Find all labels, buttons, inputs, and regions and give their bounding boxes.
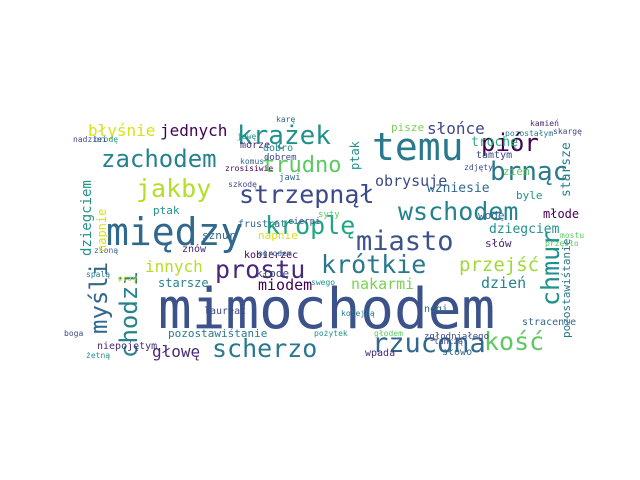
word-temu: temu bbox=[372, 125, 464, 169]
word-jawe: kolejną bbox=[341, 309, 375, 318]
word-brnac: brnąc bbox=[490, 157, 569, 187]
word-cierpi: morze bbox=[240, 140, 271, 151]
word-zdjety: zgłodniałego bbox=[424, 332, 490, 342]
word-byle: napnie bbox=[258, 229, 298, 242]
word-kiedy: przęsło bbox=[545, 239, 579, 248]
word-pozostalym: wpada bbox=[365, 348, 396, 359]
word-dzien: dzień bbox=[481, 274, 527, 292]
word-morze: nogi bbox=[424, 304, 449, 315]
word-ogrodem: brodę bbox=[94, 135, 119, 144]
word-krazek: krążek bbox=[237, 121, 331, 151]
word-dobrem: ziem bbox=[503, 165, 530, 178]
word-kosc: kość bbox=[484, 327, 545, 356]
word-pior: piór bbox=[481, 129, 539, 157]
word-trudno: trudno bbox=[262, 153, 342, 178]
word-znow: ptak bbox=[153, 204, 180, 217]
word-wancza: boga bbox=[64, 329, 84, 338]
word-kare: skargę bbox=[553, 127, 582, 136]
word-krotkie: krótkie bbox=[321, 250, 427, 279]
word-rzucona: rzucona bbox=[372, 328, 486, 359]
word-slonce: słońce bbox=[427, 119, 485, 138]
word-przeslo: karę bbox=[276, 115, 296, 124]
word-jednych: jednych bbox=[160, 121, 228, 140]
word-wpada: laureat bbox=[204, 306, 247, 317]
word-komus: pozostałym bbox=[505, 129, 554, 138]
word-niepojetym: dobro bbox=[263, 143, 294, 154]
word-miasto: miasto bbox=[356, 226, 454, 257]
word-miodem: miodem bbox=[258, 276, 313, 294]
word-dobro: byle bbox=[516, 189, 543, 202]
word-klode: młode bbox=[543, 207, 580, 221]
word-vertical-3: ptak bbox=[348, 141, 362, 170]
word-tamtym: pozostawiśtanie bbox=[168, 327, 268, 340]
word-stracenie: dobrem bbox=[264, 153, 297, 163]
word-mlode: trochę bbox=[471, 135, 518, 150]
word-slawa: przy bbox=[118, 274, 138, 283]
word-innych: innych bbox=[145, 257, 203, 276]
word-syty: pisze bbox=[391, 121, 425, 134]
word-scherzo: scherzo bbox=[212, 334, 318, 363]
word-zglodnialego: jawi bbox=[279, 173, 301, 183]
word-brode: tańczą bbox=[434, 337, 463, 346]
word-vertical-0: dziegciem bbox=[79, 180, 95, 256]
word-vertical-1: starsze bbox=[559, 142, 574, 197]
word-nadziei: pożytek bbox=[314, 329, 348, 338]
word-mostu: ogrodem bbox=[258, 249, 292, 258]
word-boga: komus bbox=[240, 157, 265, 166]
word-kim: mostu bbox=[560, 231, 585, 240]
word-pozytek: cierpi bbox=[288, 217, 321, 227]
word-kamien: stracenie bbox=[522, 317, 577, 328]
word-swego: nadziei bbox=[73, 135, 107, 144]
word-jawi: tamtym bbox=[476, 150, 513, 161]
word-zarem: spalą bbox=[86, 270, 111, 279]
word-slowo: frustrat bbox=[238, 219, 287, 230]
word-spala: zrosisiwie bbox=[225, 164, 274, 173]
word-mimochodem: mimochodem bbox=[158, 277, 496, 342]
word-jadu: zioną bbox=[94, 246, 119, 255]
word-krople: kroplę bbox=[265, 211, 356, 240]
word-vertical-4: pozostawiśtanie bbox=[560, 238, 573, 338]
word-strzepnal: strzepnął bbox=[239, 180, 375, 209]
word-kycz: żetną bbox=[86, 351, 111, 360]
word-wzniesie: wzniesie bbox=[427, 181, 490, 196]
word-szkode: zdjęty bbox=[464, 163, 493, 172]
word-przy: głodem bbox=[374, 329, 403, 338]
word-przejsc: przejść bbox=[459, 254, 540, 276]
word-blysnie: błyśnie bbox=[88, 121, 156, 140]
word-ziona: swego bbox=[311, 278, 336, 287]
word-laureat: wodę bbox=[478, 209, 505, 222]
word-nakarmi: nakarmi bbox=[351, 275, 415, 293]
word-prostu: prostu bbox=[215, 255, 306, 284]
word-zrosisiwie: kamień bbox=[530, 119, 559, 128]
word-glowe: głowę bbox=[152, 342, 201, 361]
word-nogi: sznur bbox=[202, 229, 236, 242]
word-vertical-2: napnie bbox=[95, 208, 109, 252]
word-slow: kobierzec bbox=[244, 250, 299, 261]
word-miedzy: między bbox=[106, 210, 244, 254]
word-skarge: słowo bbox=[442, 347, 473, 358]
word-glodem: jawę bbox=[237, 132, 257, 141]
word-jakby: jakby bbox=[136, 174, 212, 203]
word-wschodem: wschodem bbox=[398, 197, 519, 226]
word-zachodem: zachodem bbox=[101, 145, 217, 173]
word-sznur: starsze bbox=[158, 276, 209, 290]
word-kobierzec: kłodę bbox=[256, 267, 290, 280]
word-obrysuje: obrysuje bbox=[375, 172, 448, 190]
word-frustrat: słów bbox=[485, 237, 512, 250]
word-kolejna: niepojętym bbox=[97, 341, 158, 352]
word-trochę: dziegciem bbox=[489, 222, 560, 237]
word-zetna: szkodę bbox=[228, 180, 257, 189]
word-tancza: syty bbox=[318, 210, 340, 220]
word-pisze: znów bbox=[182, 244, 207, 255]
